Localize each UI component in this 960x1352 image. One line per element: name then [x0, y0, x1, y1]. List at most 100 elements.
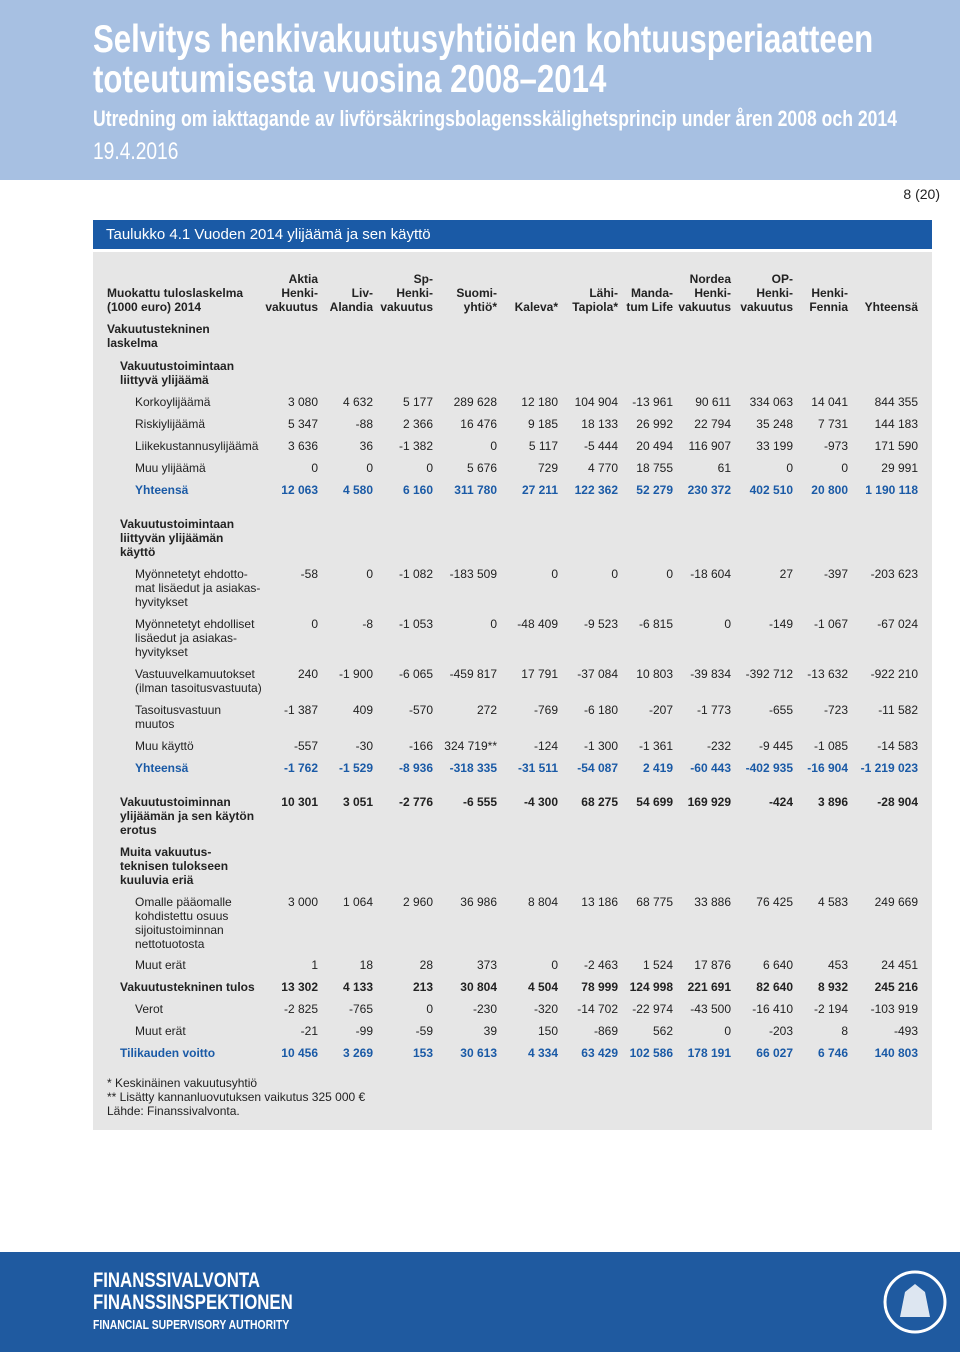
values: 8 [841, 1024, 848, 1038]
values: -869 [593, 1024, 618, 1038]
values: 104 904 [574, 395, 618, 409]
values: 3 051 [342, 795, 373, 809]
table-panel [93, 252, 932, 1130]
values: 33 199 [756, 439, 793, 453]
columns: Henki- [281, 286, 318, 300]
values: -124 [533, 739, 558, 753]
values: -1 387 [283, 703, 318, 717]
label: kuuluvia eriä [120, 873, 194, 887]
values: 76 425 [756, 895, 793, 909]
values: 9 185 [527, 417, 558, 431]
values: -1 900 [338, 667, 373, 681]
values: 178 191 [687, 1046, 731, 1060]
header-band [0, 0, 960, 180]
values: -31 511 [517, 761, 558, 775]
values: -37 084 [577, 667, 618, 681]
values: -1 053 [398, 617, 433, 631]
values: -230 [472, 1002, 497, 1016]
values: -570 [408, 703, 433, 717]
columns: Liv- [351, 286, 373, 300]
label: Vakuutustoimintaan [120, 517, 235, 531]
values: 14 041 [811, 395, 848, 409]
values: 0 [490, 439, 497, 453]
columns: Fennia [809, 300, 848, 314]
values: 169 929 [687, 795, 731, 809]
values: -397 [823, 567, 848, 581]
logo: FINANSSIVALVONTA [93, 1269, 261, 1292]
values: -1 082 [398, 567, 433, 581]
values: 68 775 [636, 895, 673, 909]
label: liittyvä ylijäämä [120, 373, 209, 387]
values: -99 [355, 1024, 373, 1038]
values: 82 640 [756, 980, 793, 994]
values: 140 803 [874, 1046, 918, 1060]
columns: tum Life [626, 300, 673, 314]
values: -8 936 [398, 761, 433, 775]
values: -6 180 [583, 703, 618, 717]
values: 116 907 [688, 439, 732, 453]
values: 18 755 [636, 461, 673, 475]
values: 3 636 [287, 439, 318, 453]
values: 1 524 [642, 958, 673, 972]
values: 13 186 [581, 895, 618, 909]
values: 0 [366, 567, 373, 581]
values: 7 731 [817, 417, 848, 431]
values: -6 065 [398, 667, 433, 681]
values: 39 [483, 1024, 497, 1038]
values: 30 613 [460, 1046, 497, 1060]
title: toteutumisesta vuosina 2008–2014 [93, 58, 607, 101]
values: 245 216 [874, 980, 918, 994]
values: 1 [311, 958, 318, 972]
values: -2 825 [283, 1002, 318, 1016]
values: -6 555 [462, 795, 497, 809]
values: 10 301 [281, 795, 318, 809]
label: Vastuuvelkamuutokset [135, 667, 255, 681]
values: -14 583 [877, 739, 918, 753]
values: 150 [537, 1024, 558, 1038]
label: Muu ylijäämä [135, 461, 206, 475]
columns: vakuutus [740, 300, 793, 314]
values: 272 [476, 703, 497, 717]
values: 144 183 [874, 417, 918, 431]
values: 221 691 [687, 980, 731, 994]
values: 4 583 [817, 895, 848, 909]
label: Vakuutustoiminnan [120, 795, 231, 809]
values: 52 279 [636, 483, 673, 497]
values: 27 211 [521, 483, 558, 497]
values: 16 476 [460, 417, 497, 431]
label: muutos [135, 717, 175, 731]
values: 402 510 [749, 483, 793, 497]
values: 8 932 [817, 980, 848, 994]
label: Tasoitusvastuun [135, 703, 222, 717]
values: 4 334 [527, 1046, 558, 1060]
label: Riskiylijäämä [135, 417, 206, 431]
values: 0 [724, 617, 731, 631]
values: 18 [359, 958, 373, 972]
values: 373 [476, 958, 497, 972]
values: 249 669 [874, 895, 918, 909]
columns: Tapiola* [572, 300, 618, 314]
values: 289 628 [453, 395, 497, 409]
label: mat lisäedut ja asiakas- [135, 581, 261, 595]
values: 324 719** [444, 739, 497, 753]
values: 213 [412, 980, 433, 994]
label: Yhteensä [135, 483, 189, 497]
values: -723 [823, 703, 848, 717]
values: 311 780 [454, 483, 497, 497]
label: käyttö [120, 545, 156, 559]
values: -655 [768, 703, 793, 717]
columns: Aktia [288, 272, 318, 286]
columns: Henki- [756, 286, 793, 300]
caption-bar [93, 220, 932, 249]
date: 19.4.2016 [93, 138, 179, 165]
values: -5 444 [583, 439, 618, 453]
values: 30 804 [460, 980, 497, 994]
values: 33 886 [694, 895, 731, 909]
values: 5 177 [402, 395, 433, 409]
values: 0 [786, 461, 793, 475]
title: Selvitys henkivakuutusyhtiöiden kohtuusp… [93, 18, 874, 61]
values: -4 300 [523, 795, 558, 809]
label: nettotuotosta [135, 937, 205, 951]
values: -60 443 [690, 761, 731, 775]
